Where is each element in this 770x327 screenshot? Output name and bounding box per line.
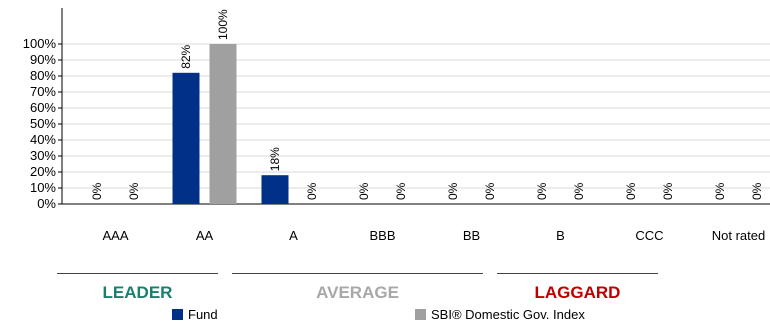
y-tick-label: 70% [30,84,56,99]
legend-label-index: SBI® Domestic Gov. Index [431,307,585,322]
x-category-label: Not rated [712,228,765,243]
legend-item-index: SBI® Domestic Gov. Index [415,307,585,322]
group-label-leader: LEADER [102,283,173,302]
y-tick-label: 80% [30,68,56,83]
data-label-index: 0% [394,182,408,200]
y-tick-label: 0% [37,196,56,211]
legend-swatch-fund [172,309,183,320]
y-tick-label: 30% [30,148,56,163]
x-category-label: AAA [102,228,128,243]
data-label-index: 0% [127,182,141,200]
y-tick-label: 10% [30,180,56,195]
data-label-index: 0% [572,182,586,200]
bar-fund [172,72,200,204]
y-tick-label: 60% [30,100,56,115]
x-category-label: CCC [635,228,663,243]
x-category-label: BB [463,228,480,243]
data-label-fund: 0% [713,182,727,200]
legend-swatch-index [415,309,426,320]
group-divider-laggard [497,273,658,274]
data-label-fund: 0% [357,182,371,200]
bar-index [209,44,237,204]
data-label-fund: 0% [446,182,460,200]
data-label-index: 0% [483,182,497,200]
data-label-index: 0% [305,182,319,200]
y-tick-label: 100% [23,36,57,51]
legend-label-fund: Fund [188,307,218,322]
data-label-fund: 0% [624,182,638,200]
x-category-label: A [289,228,298,243]
x-category-label: BBB [369,228,395,243]
y-tick-label: 40% [30,132,56,147]
data-label-index: 0% [750,182,764,200]
x-category-label: B [556,228,565,243]
group-divider-leader [57,273,218,274]
data-label-fund: 82% [179,44,193,68]
x-category-label: AA [196,228,214,243]
data-label-index: 0% [661,182,675,200]
group-label-laggard: LAGGARD [534,283,621,302]
data-label-fund: 0% [90,182,104,200]
data-label-index: 100% [216,9,230,40]
group-divider-average [232,273,483,274]
y-tick-label: 20% [30,164,56,179]
bar-fund [261,175,289,204]
legend-item-fund: Fund [172,307,218,322]
y-tick-label: 90% [30,52,56,67]
y-tick-label: 50% [30,116,56,131]
data-label-fund: 0% [535,182,549,200]
group-label-average: AVERAGE [316,283,399,302]
data-label-fund: 18% [268,147,282,171]
